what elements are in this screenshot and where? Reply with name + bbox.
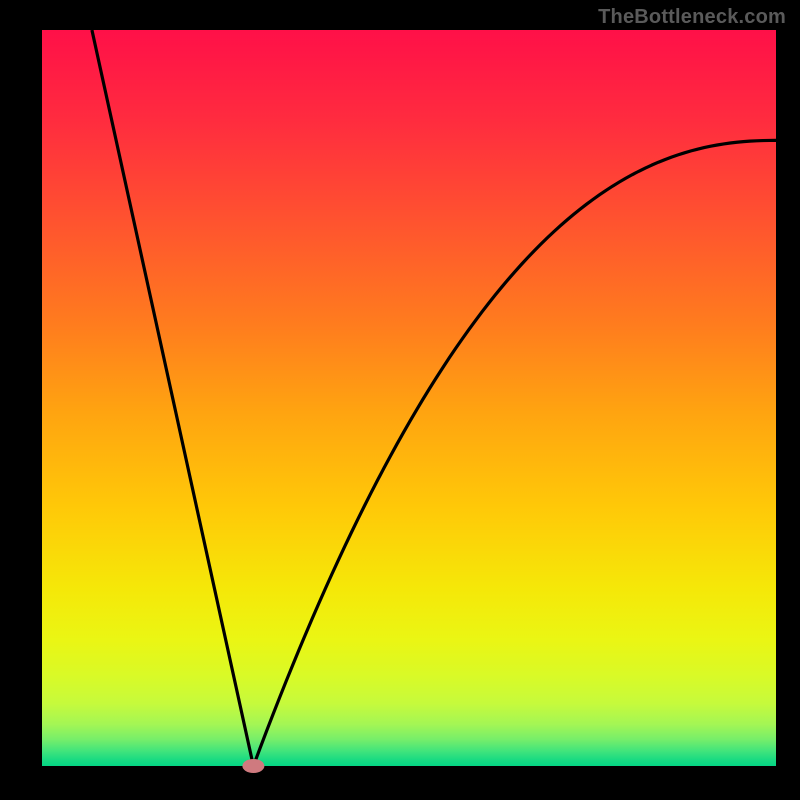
chart-container: TheBottleneck.com — [0, 0, 800, 800]
watermark-text: TheBottleneck.com — [598, 6, 786, 29]
chart-svg — [0, 0, 800, 800]
minimum-marker — [242, 759, 264, 773]
plot-area — [42, 30, 776, 766]
